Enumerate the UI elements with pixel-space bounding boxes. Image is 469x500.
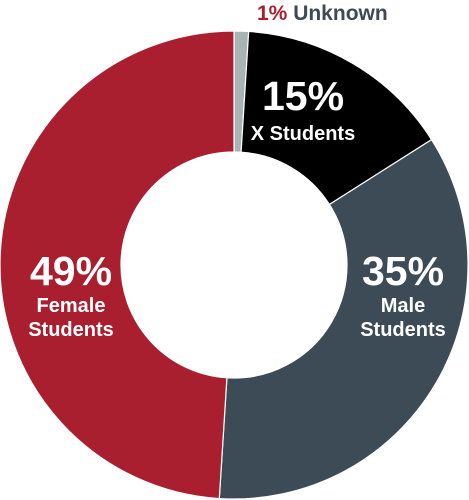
slice-1-name-label: X Students bbox=[251, 123, 355, 145]
slice-2-name-label: Male Students bbox=[360, 295, 446, 341]
unknown-label: 1% Unknown bbox=[257, 2, 388, 25]
slice-3-pct-label: 49% bbox=[30, 248, 112, 294]
slice-1-pct-label: 15% bbox=[262, 73, 344, 119]
slice-1 bbox=[240, 30, 433, 206]
unknown-pct: 1% bbox=[257, 2, 288, 25]
slice-2 bbox=[218, 138, 469, 500]
slice-3-name-label: Female Students bbox=[28, 295, 114, 341]
unknown-name: Unknown bbox=[287, 2, 387, 25]
slice-3 bbox=[0, 30, 235, 500]
slice-2-pct-label: 35% bbox=[362, 248, 444, 294]
